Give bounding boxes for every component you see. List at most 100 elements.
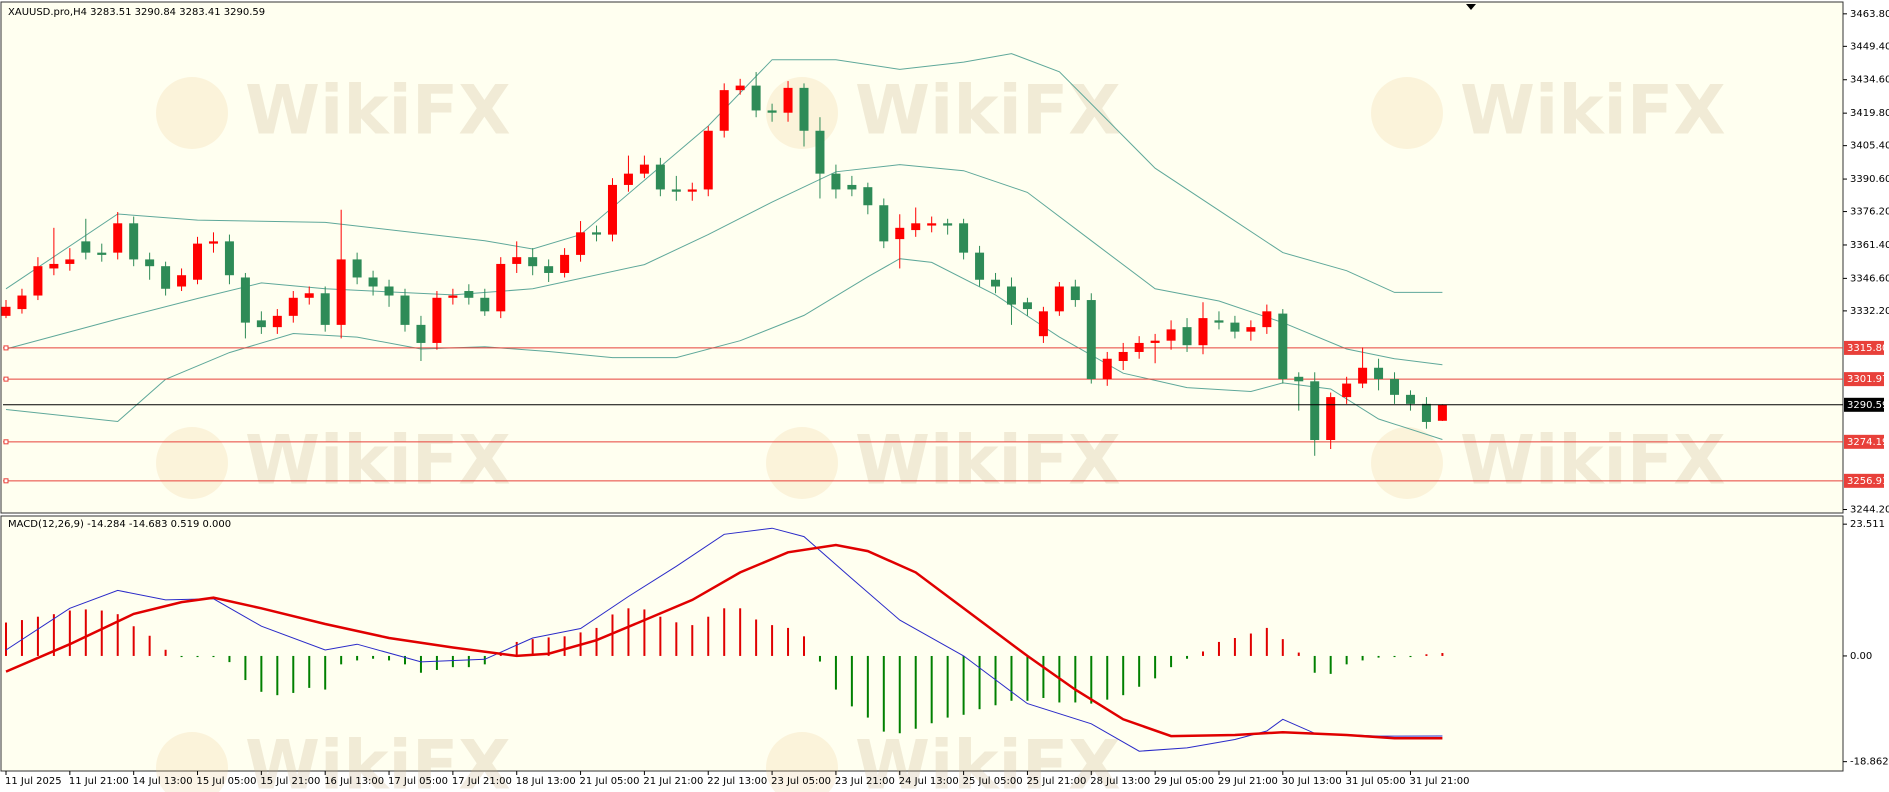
candle-body — [1118, 351, 1128, 361]
candle-body — [416, 324, 426, 343]
candle-body — [1214, 320, 1224, 323]
indicator-line — [5, 543, 1443, 740]
candle-body — [1358, 367, 1368, 384]
candle-body — [975, 252, 985, 280]
y-tick-label: 3376.20 — [1850, 207, 1889, 218]
candle-body — [368, 277, 378, 287]
watermark-text: WikiFX — [1460, 422, 1726, 501]
level-handle — [3, 376, 9, 382]
x-tick-label: 31 Jul 21:00 — [1409, 776, 1469, 787]
indicator-line — [5, 53, 1443, 293]
price-title: XAUUSD.pro,H4 3283.51 3290.84 3283.41 32… — [8, 7, 265, 18]
x-tick-label: 17 Jul 05:00 — [388, 776, 448, 787]
candle-body — [1230, 322, 1240, 332]
candle-body — [751, 85, 761, 111]
watermark-text: WikiFX — [245, 72, 511, 151]
level-handle — [3, 478, 9, 484]
y-tick-label: 3449.40 — [1850, 41, 1889, 52]
candle-body — [49, 263, 59, 269]
candle-body — [81, 241, 91, 253]
level-label: 3301.97 — [1847, 374, 1888, 385]
level-label: 3256.91 — [1847, 476, 1888, 487]
level-label-box — [1844, 340, 1884, 355]
candle-body — [177, 275, 187, 287]
level-label: 3274.19 — [1847, 437, 1888, 448]
candle-body — [17, 295, 27, 310]
candle-body — [879, 205, 889, 242]
candle-body — [783, 87, 793, 113]
candle-body — [1294, 376, 1304, 382]
candle-body — [1421, 403, 1431, 422]
candle-body — [831, 173, 841, 190]
y-tick-label: 3332.20 — [1850, 306, 1889, 317]
candle-body — [113, 223, 123, 253]
watermarks: WikiFX WikiFX WikiFX WikiFX WikiFX WikiFX Wiki… — [156, 72, 1726, 792]
candle-body — [464, 291, 474, 298]
candle-body — [145, 259, 155, 267]
level-label-box — [1844, 473, 1884, 488]
candle-body — [320, 293, 330, 325]
y-tick-label: -18.862 — [1850, 757, 1889, 768]
candle-body — [799, 87, 809, 131]
x-tick-label: 17 Jul 21:00 — [452, 776, 512, 787]
candle-body — [496, 263, 506, 312]
candle-body — [528, 257, 538, 267]
candle-body — [97, 252, 107, 255]
x-tick-label: 21 Jul 05:00 — [580, 776, 640, 787]
current-price-label: 3290.59 — [1847, 400, 1888, 411]
candle-body — [1326, 397, 1336, 440]
x-tick-label: 15 Jul 05:00 — [197, 776, 257, 787]
candle-body — [911, 223, 921, 231]
macd-title: MACD(12,26,9) -14.284 -14.683 0.519 0.00… — [8, 519, 231, 530]
candle-body — [687, 189, 697, 192]
watermark-text: WikiFX — [855, 72, 1121, 151]
x-tick-label: 29 Jul 05:00 — [1154, 776, 1214, 787]
x-tick-label: 23 Jul 05:00 — [771, 776, 831, 787]
candle-body — [1006, 286, 1016, 305]
candle-body — [560, 254, 570, 273]
candle-body — [1374, 367, 1384, 380]
candle-body — [703, 130, 713, 190]
candle-body — [1070, 286, 1080, 301]
candle-body — [576, 232, 586, 255]
level-handle — [3, 439, 9, 445]
candle-body — [959, 223, 969, 253]
candle-body — [544, 266, 554, 273]
y-tick-label: 3361.40 — [1850, 240, 1889, 251]
candle-body — [400, 295, 410, 325]
level-label-box — [1844, 372, 1884, 387]
y-tick-label: 0.00 — [1850, 651, 1872, 662]
candle-body — [991, 279, 1001, 287]
candle-body — [1405, 394, 1415, 404]
candle-body — [336, 259, 346, 325]
y-tick-label: 3405.40 — [1850, 141, 1889, 152]
candle-body — [224, 241, 234, 276]
candle-body — [735, 85, 745, 91]
candle-body — [1054, 286, 1064, 312]
x-tick-label: 29 Jul 21:00 — [1218, 776, 1278, 787]
x-tick-label: 22 Jul 13:00 — [707, 776, 767, 787]
watermark-text: WikiFX — [855, 422, 1121, 501]
candle-body — [815, 130, 825, 174]
price-pane — [0, 1, 1844, 514]
x-tick-label: 14 Jul 13:00 — [133, 776, 193, 787]
candle-body — [767, 110, 777, 113]
x-tick-label: 16 Jul 13:00 — [324, 776, 384, 787]
x-tick-label: 23 Jul 21:00 — [835, 776, 895, 787]
candle-body — [671, 189, 681, 192]
x-tick-label: 30 Jul 13:00 — [1282, 776, 1342, 787]
x-tick-label: 18 Jul 13:00 — [516, 776, 576, 787]
watermark-text: WikiFX — [855, 727, 1121, 792]
candle-body — [1390, 379, 1400, 395]
candle-body — [847, 184, 857, 190]
candle-body — [1198, 318, 1208, 346]
watermark-text: WikiFX — [245, 422, 511, 501]
candle-body — [1310, 381, 1320, 440]
x-tick-label: 15 Jul 21:00 — [260, 776, 320, 787]
watermark-logo — [156, 77, 228, 149]
candle-body — [432, 297, 442, 343]
level-handle — [3, 345, 9, 351]
candle-body — [719, 90, 729, 131]
